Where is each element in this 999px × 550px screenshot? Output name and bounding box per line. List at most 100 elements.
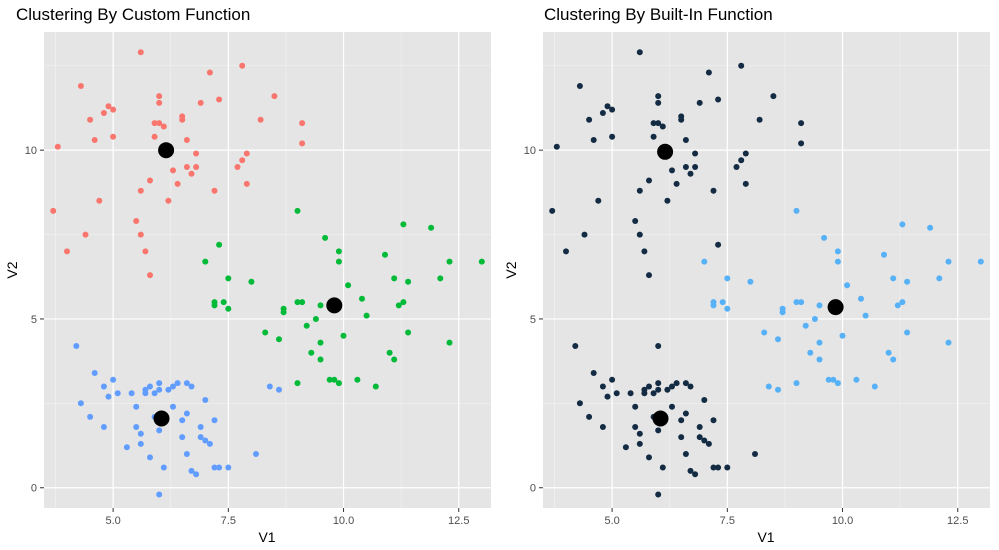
data-point [183, 410, 190, 417]
data-point [853, 376, 860, 383]
data-point [710, 187, 717, 194]
data-point [682, 410, 689, 417]
y-tick-label: 10 [524, 145, 536, 157]
data-point [669, 383, 675, 390]
data-point [816, 302, 823, 309]
data-point [719, 299, 726, 306]
data-point [715, 464, 722, 471]
data-point [798, 140, 805, 147]
scatter-chart-custom: Clustering By Custom Function 5.0 7.5 10.0… [4, 5, 491, 545]
data-point [599, 424, 606, 430]
data-point [632, 403, 639, 410]
data-point [765, 383, 772, 390]
data-point [133, 403, 140, 410]
data-point [687, 170, 694, 177]
data-point [372, 383, 379, 390]
data-point [179, 417, 186, 424]
chart-panel-custom: Clustering By Custom Function 5.0 7.5 10.0… [0, 0, 499, 550]
data-point [798, 299, 805, 306]
cluster-centers [153, 142, 343, 427]
data-point [844, 282, 851, 289]
data-point [446, 258, 453, 265]
data-point [834, 258, 841, 265]
data-point [382, 251, 388, 258]
data-point [590, 137, 597, 143]
data-point [825, 376, 832, 383]
data-point [147, 383, 153, 390]
data-point [830, 376, 837, 383]
data-point [197, 434, 204, 441]
data-point [659, 464, 666, 471]
data-point [692, 150, 699, 157]
data-point [345, 282, 352, 289]
data-point [752, 451, 758, 457]
data-point [211, 464, 218, 471]
data-point [147, 272, 153, 279]
data-point [692, 164, 699, 170]
data-point [133, 424, 140, 430]
data-point [303, 322, 310, 329]
cluster-center-point [652, 410, 669, 427]
data-point [151, 120, 158, 127]
data-point [400, 299, 407, 306]
y-axis-label: V2 [503, 261, 519, 278]
data-point [747, 278, 754, 285]
data-point [682, 137, 689, 143]
data-point [636, 440, 643, 447]
cluster-center-point [158, 142, 175, 159]
data-point [280, 309, 287, 316]
data-point [183, 137, 190, 143]
data-point [50, 207, 57, 214]
data-point [91, 137, 98, 143]
data-point [216, 464, 223, 471]
grid-lines [44, 32, 491, 508]
y-axis-ticks: 0 5 10 [25, 145, 44, 495]
data-point [793, 380, 800, 387]
data-point [641, 390, 648, 397]
data-point [359, 295, 365, 302]
data-point [696, 424, 703, 430]
x-axis-ticks: 5.0 7.5 10.0 12.5 [105, 508, 469, 527]
data-point [572, 343, 579, 349]
data-point [890, 275, 897, 282]
data-point [183, 164, 190, 170]
data-point [82, 231, 89, 238]
data-point [77, 400, 84, 407]
data-point [331, 376, 338, 383]
data-point [133, 218, 140, 224]
data-point [687, 383, 694, 390]
data-point [299, 299, 306, 306]
data-point [705, 69, 712, 76]
data-point [724, 464, 731, 471]
data-point [811, 316, 818, 322]
data-point [779, 309, 786, 316]
data-point [632, 218, 639, 224]
data-point [798, 120, 805, 127]
data-point [100, 110, 107, 116]
data-point [266, 383, 273, 390]
data-point [553, 143, 560, 150]
data-point [609, 106, 616, 113]
data-point [682, 380, 689, 387]
data-point [770, 93, 777, 100]
data-point [335, 248, 342, 255]
data-points [50, 49, 485, 498]
data-point [197, 424, 204, 430]
data-point [655, 99, 662, 106]
data-point [590, 370, 597, 376]
data-point [400, 221, 407, 228]
data-point [724, 305, 731, 312]
data-point [655, 491, 662, 498]
data-point [609, 133, 616, 140]
data-point [599, 383, 606, 390]
cluster-centers [652, 143, 844, 427]
data-point [128, 390, 135, 397]
data-point [678, 434, 685, 441]
data-point [839, 332, 846, 339]
data-point [262, 329, 269, 336]
data-point [105, 393, 112, 400]
data-point [899, 221, 906, 228]
data-point [312, 316, 319, 322]
data-point [395, 302, 402, 309]
data-point [216, 241, 223, 248]
